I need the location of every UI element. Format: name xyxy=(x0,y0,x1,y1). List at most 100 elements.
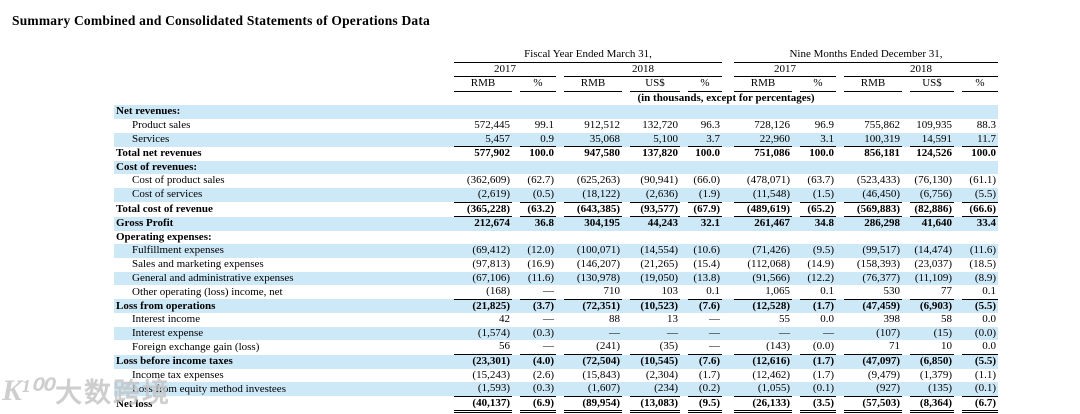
cell: (23,301) xyxy=(472,355,510,368)
spacer xyxy=(792,188,800,202)
cell: (107) xyxy=(876,326,900,339)
spacer xyxy=(722,244,734,258)
spacer xyxy=(680,133,688,147)
cell: 5,100 xyxy=(630,132,680,148)
table-row: Income tax expenses (15,243) (2.6) (15,843)… xyxy=(114,369,998,383)
spacer xyxy=(512,285,520,299)
spacer xyxy=(446,369,454,383)
spacer xyxy=(622,285,630,299)
page-title: Summary Combined and Consolidated Statem… xyxy=(12,13,430,28)
cell: 109,935 xyxy=(916,118,952,131)
spacer xyxy=(512,355,520,369)
cell xyxy=(688,231,722,245)
spacer xyxy=(622,161,630,175)
cell: (6,903) xyxy=(919,299,952,312)
cell: — xyxy=(667,326,678,339)
column-header: % xyxy=(800,76,836,92)
cell: (89,954) xyxy=(564,396,622,414)
spacer xyxy=(836,299,844,313)
spacer xyxy=(622,258,630,272)
cell: (241) xyxy=(564,340,622,356)
year-header: 2018 xyxy=(564,62,722,78)
spacer xyxy=(446,272,454,286)
cell: (71,426) xyxy=(752,244,790,257)
table-row: Net loss (40,137) (6.9) (89,954) (13,083) (9.… xyxy=(114,396,998,414)
spacer xyxy=(680,258,688,272)
spacer xyxy=(622,133,630,147)
cell: (9,479) xyxy=(867,368,900,381)
spacer xyxy=(902,396,910,412)
table-row: Product sales 572,445 99.1 912,512 132,720 96… xyxy=(114,119,998,133)
row-label: Net revenues: xyxy=(116,105,181,118)
period-header-fiscal-year: Fiscal Year Ended March 31, xyxy=(454,48,722,63)
table-row: Interest expense (1,574) (0.3) — — — — — (107) (1… xyxy=(114,326,998,341)
cell: 856,181 xyxy=(864,147,900,160)
cell: — xyxy=(609,326,620,339)
cell: 32.1 xyxy=(700,217,720,230)
cell: (112,068) xyxy=(747,257,790,270)
column-header: US$ xyxy=(630,76,680,92)
column-header: RMB xyxy=(844,76,902,92)
table-header: Fiscal Year Ended March 31, Nine Months … xyxy=(114,48,998,105)
cell: (63.7) xyxy=(807,174,834,187)
spacer xyxy=(556,258,564,272)
cell: 0.0 xyxy=(820,313,834,326)
cell: (21,825) xyxy=(472,299,510,312)
spacer xyxy=(954,272,962,286)
cell: (9.5) xyxy=(688,396,722,414)
spacer xyxy=(622,119,630,133)
cell: 132,720 xyxy=(642,118,678,131)
row-label: Foreign exchange gain (loss) xyxy=(132,340,260,353)
spacer xyxy=(446,231,454,245)
spacer xyxy=(954,258,962,272)
spacer xyxy=(446,105,454,119)
cell: (1.1) xyxy=(974,368,996,381)
cell: 100.0 xyxy=(529,147,554,160)
cell: 100.0 xyxy=(809,147,834,160)
cell: 3.1 xyxy=(800,132,836,148)
currency-header-row: RMB % RMB US$ % RMB % RMB US$ % xyxy=(114,76,998,92)
spacer xyxy=(680,285,688,299)
spacer xyxy=(902,231,910,245)
spacer xyxy=(722,327,734,341)
spacer xyxy=(722,105,734,119)
spacer xyxy=(902,340,910,354)
cell: 286,298 xyxy=(864,217,900,230)
cell: (0.5) xyxy=(520,187,556,203)
spacer xyxy=(722,313,734,327)
column-header: % xyxy=(962,76,998,92)
cell: (72,351) xyxy=(582,299,620,312)
spacer xyxy=(556,272,564,286)
spacer xyxy=(902,272,910,286)
table-row: Operating expenses: xyxy=(114,231,998,245)
cell: (146,207) xyxy=(576,257,620,270)
cell: 103 xyxy=(630,285,680,300)
spacer xyxy=(114,77,446,92)
row-label: Cost of services xyxy=(132,188,203,201)
spacer xyxy=(792,369,800,383)
cell: (62.7) xyxy=(527,174,554,187)
column-header: RMB xyxy=(564,76,622,92)
spacer xyxy=(954,382,962,396)
cell: 100,319 xyxy=(844,132,902,148)
spacer xyxy=(512,105,520,119)
spacer xyxy=(114,48,446,62)
spacer xyxy=(954,202,962,217)
spacer xyxy=(722,174,734,188)
spacer xyxy=(954,188,962,202)
spacer xyxy=(680,217,688,231)
spacer xyxy=(836,174,844,188)
cell: (1.7) xyxy=(812,368,834,381)
units-note: (in thousands, except for percentages) xyxy=(637,91,815,104)
column-header: % xyxy=(688,76,722,92)
table-row: Sales and marketing expenses (97,813) (16.… xyxy=(114,258,998,272)
spacer xyxy=(622,382,630,396)
cell xyxy=(962,231,998,245)
cell: (523,433) xyxy=(856,174,900,187)
cell: 0.1 xyxy=(688,285,722,300)
cell: (1.7) xyxy=(698,368,720,381)
spacer xyxy=(622,340,630,354)
table-body: Net revenues: Product sales 572,445 99.1 912… xyxy=(114,105,998,414)
spacer xyxy=(902,355,910,369)
spacer xyxy=(954,119,962,133)
